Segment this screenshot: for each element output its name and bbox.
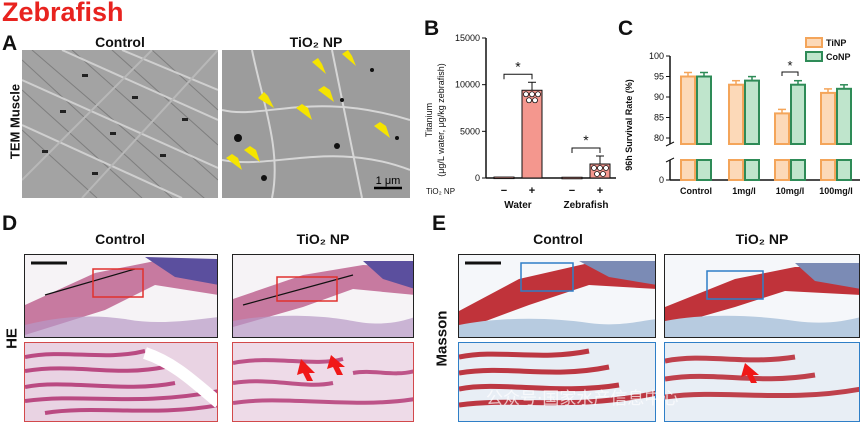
chart-c-bar-upper xyxy=(680,75,696,145)
panel-e-header-tio2: TiO₂ NP xyxy=(735,231,789,247)
chart-c-bar-upper xyxy=(728,83,744,145)
chart-c-significance-star: * xyxy=(787,58,792,73)
chart-b-datapoint xyxy=(529,91,535,98)
tem-control-image xyxy=(22,50,218,198)
chart-c-bar-lower xyxy=(728,159,744,181)
panel-a-header-tio2: TiO₂ NP xyxy=(289,34,343,50)
tem-tio2-image: 1 μm xyxy=(222,50,410,198)
chart-b-ytick-label: 10000 xyxy=(455,80,480,90)
panel-letter-e: E xyxy=(432,212,447,235)
panel-d-header-control: Control xyxy=(95,231,145,247)
chart-b-ytick-label: 0 xyxy=(475,173,480,183)
chart-b-datapoint xyxy=(600,171,606,177)
chart-c-ytick-label: 0 xyxy=(659,175,664,185)
chart-b-condition-label: − xyxy=(569,185,575,197)
chart-c-bar-upper xyxy=(696,75,712,145)
masson-control-zoom xyxy=(458,342,656,422)
he-tio2-zoom xyxy=(232,342,414,422)
panel-letter-b: B xyxy=(424,17,440,40)
chart-c-legend-label: TiNP xyxy=(826,38,846,48)
chart-c-legend-swatch xyxy=(805,51,823,62)
chart-c-ytick-label: 100 xyxy=(649,51,664,61)
chart-b-significance-bracket xyxy=(571,147,601,153)
chart-b-ylabel-line2: (μg/L water, μg/kg zebrafish) xyxy=(436,63,446,177)
chart-c-ytick-label: 85 xyxy=(654,113,664,123)
chart-c-bar-lower xyxy=(680,159,696,181)
chart-b-datapoint xyxy=(597,165,603,171)
chart-c-axis-break xyxy=(665,141,675,147)
chart-c-bar-lower xyxy=(744,159,760,181)
panel-e-row-label: Masson xyxy=(433,310,451,367)
chart-b-bar xyxy=(561,176,583,180)
panel-letter-a: A xyxy=(2,32,18,55)
chart-b: Titanium (μg/L water, μg/kg zebrafish) 0… xyxy=(424,33,616,211)
chart-b-significance-star: * xyxy=(515,58,521,74)
panel-e-header-control: Control xyxy=(533,231,583,247)
chart-b-datapoint xyxy=(591,165,597,171)
chart-c-legend-label: CoNP xyxy=(826,52,851,62)
chart-c-category-label: 1mg/l xyxy=(732,186,756,196)
chart-c: 96h Survival Rate (%) 0 80 85 90 95 100 Contr… xyxy=(624,37,860,196)
panel-d-row-label: HE xyxy=(3,328,21,349)
chart-b-ytick-label: 15000 xyxy=(455,33,480,43)
chart-b-group-label: Water xyxy=(504,200,532,211)
chart-c-bar-lower xyxy=(790,159,806,181)
chart-c-ytick-label: 90 xyxy=(654,92,664,102)
chart-c-bar-lower xyxy=(774,159,790,181)
chart-c-category-label: 10mg/l xyxy=(776,186,805,196)
chart-b-condition-label: − xyxy=(501,185,507,197)
chart-b-significance-bracket xyxy=(503,73,533,80)
chart-c-bar-upper xyxy=(820,91,836,145)
chart-c-category-label: Control xyxy=(680,186,712,196)
chart-c-bar-upper xyxy=(744,79,760,145)
chart-b-ytick-label: 5000 xyxy=(460,126,480,136)
chart-b-bar xyxy=(521,89,543,179)
chart-b-datapoint xyxy=(526,97,532,104)
panel-d-header-tio2: TiO₂ NP xyxy=(296,231,350,247)
chart-c-ytick-label: 80 xyxy=(654,133,664,143)
panel-a-header-control: Control xyxy=(95,34,145,50)
chart-b-significance-star: * xyxy=(583,132,589,148)
chart-b-ylabel-line1: Titanium xyxy=(424,103,434,137)
chart-c-bar-upper xyxy=(790,83,806,145)
chart-c-bar-lower xyxy=(836,159,852,181)
masson-control-overview xyxy=(458,254,656,338)
he-tio2-overview xyxy=(232,254,414,338)
chart-b-datapoint xyxy=(594,171,600,177)
chart-b-condition-label: + xyxy=(597,185,603,197)
masson-tio2-overview xyxy=(664,254,860,338)
he-control-overview xyxy=(24,254,218,338)
chart-c-legend-swatch xyxy=(805,37,823,48)
chart-c-significance-bracket xyxy=(781,71,799,76)
figure-title: Zebrafish xyxy=(2,0,124,27)
he-control-zoom xyxy=(24,342,218,422)
chart-b-row-label: TiO₂ NP xyxy=(426,187,455,196)
chart-c-bar-lower xyxy=(820,159,836,181)
panel-letter-d: D xyxy=(2,212,18,235)
chart-b-datapoint xyxy=(535,91,541,98)
arrow-markers xyxy=(226,50,390,170)
chart-b-condition-label: + xyxy=(529,185,535,197)
chart-b-datapoint xyxy=(603,165,609,171)
chart-b-bar xyxy=(493,176,515,180)
masson-tio2-zoom xyxy=(664,342,860,422)
chart-b-datapoint xyxy=(523,91,529,98)
chart-c-category-label: 100mg/l xyxy=(819,186,853,196)
panel-a-row-label: TEM Muscle xyxy=(7,83,23,160)
chart-c-bar-lower xyxy=(696,159,712,181)
chart-c-axis-break xyxy=(665,157,675,163)
chart-c-ylabel: 96h Survival Rate (%) xyxy=(624,79,634,171)
tem-scale-bar-label: 1 μm xyxy=(376,175,401,187)
chart-b-group-label: Zebrafish xyxy=(563,200,608,211)
chart-b-datapoint xyxy=(532,97,538,104)
chart-c-bar-upper xyxy=(774,112,790,146)
panel-letter-c: C xyxy=(618,17,634,40)
chart-c-ytick-label: 95 xyxy=(654,72,664,82)
chart-c-bar-upper xyxy=(836,87,852,146)
watermark-text: 公众号·国家水产信息中心 xyxy=(486,389,679,409)
